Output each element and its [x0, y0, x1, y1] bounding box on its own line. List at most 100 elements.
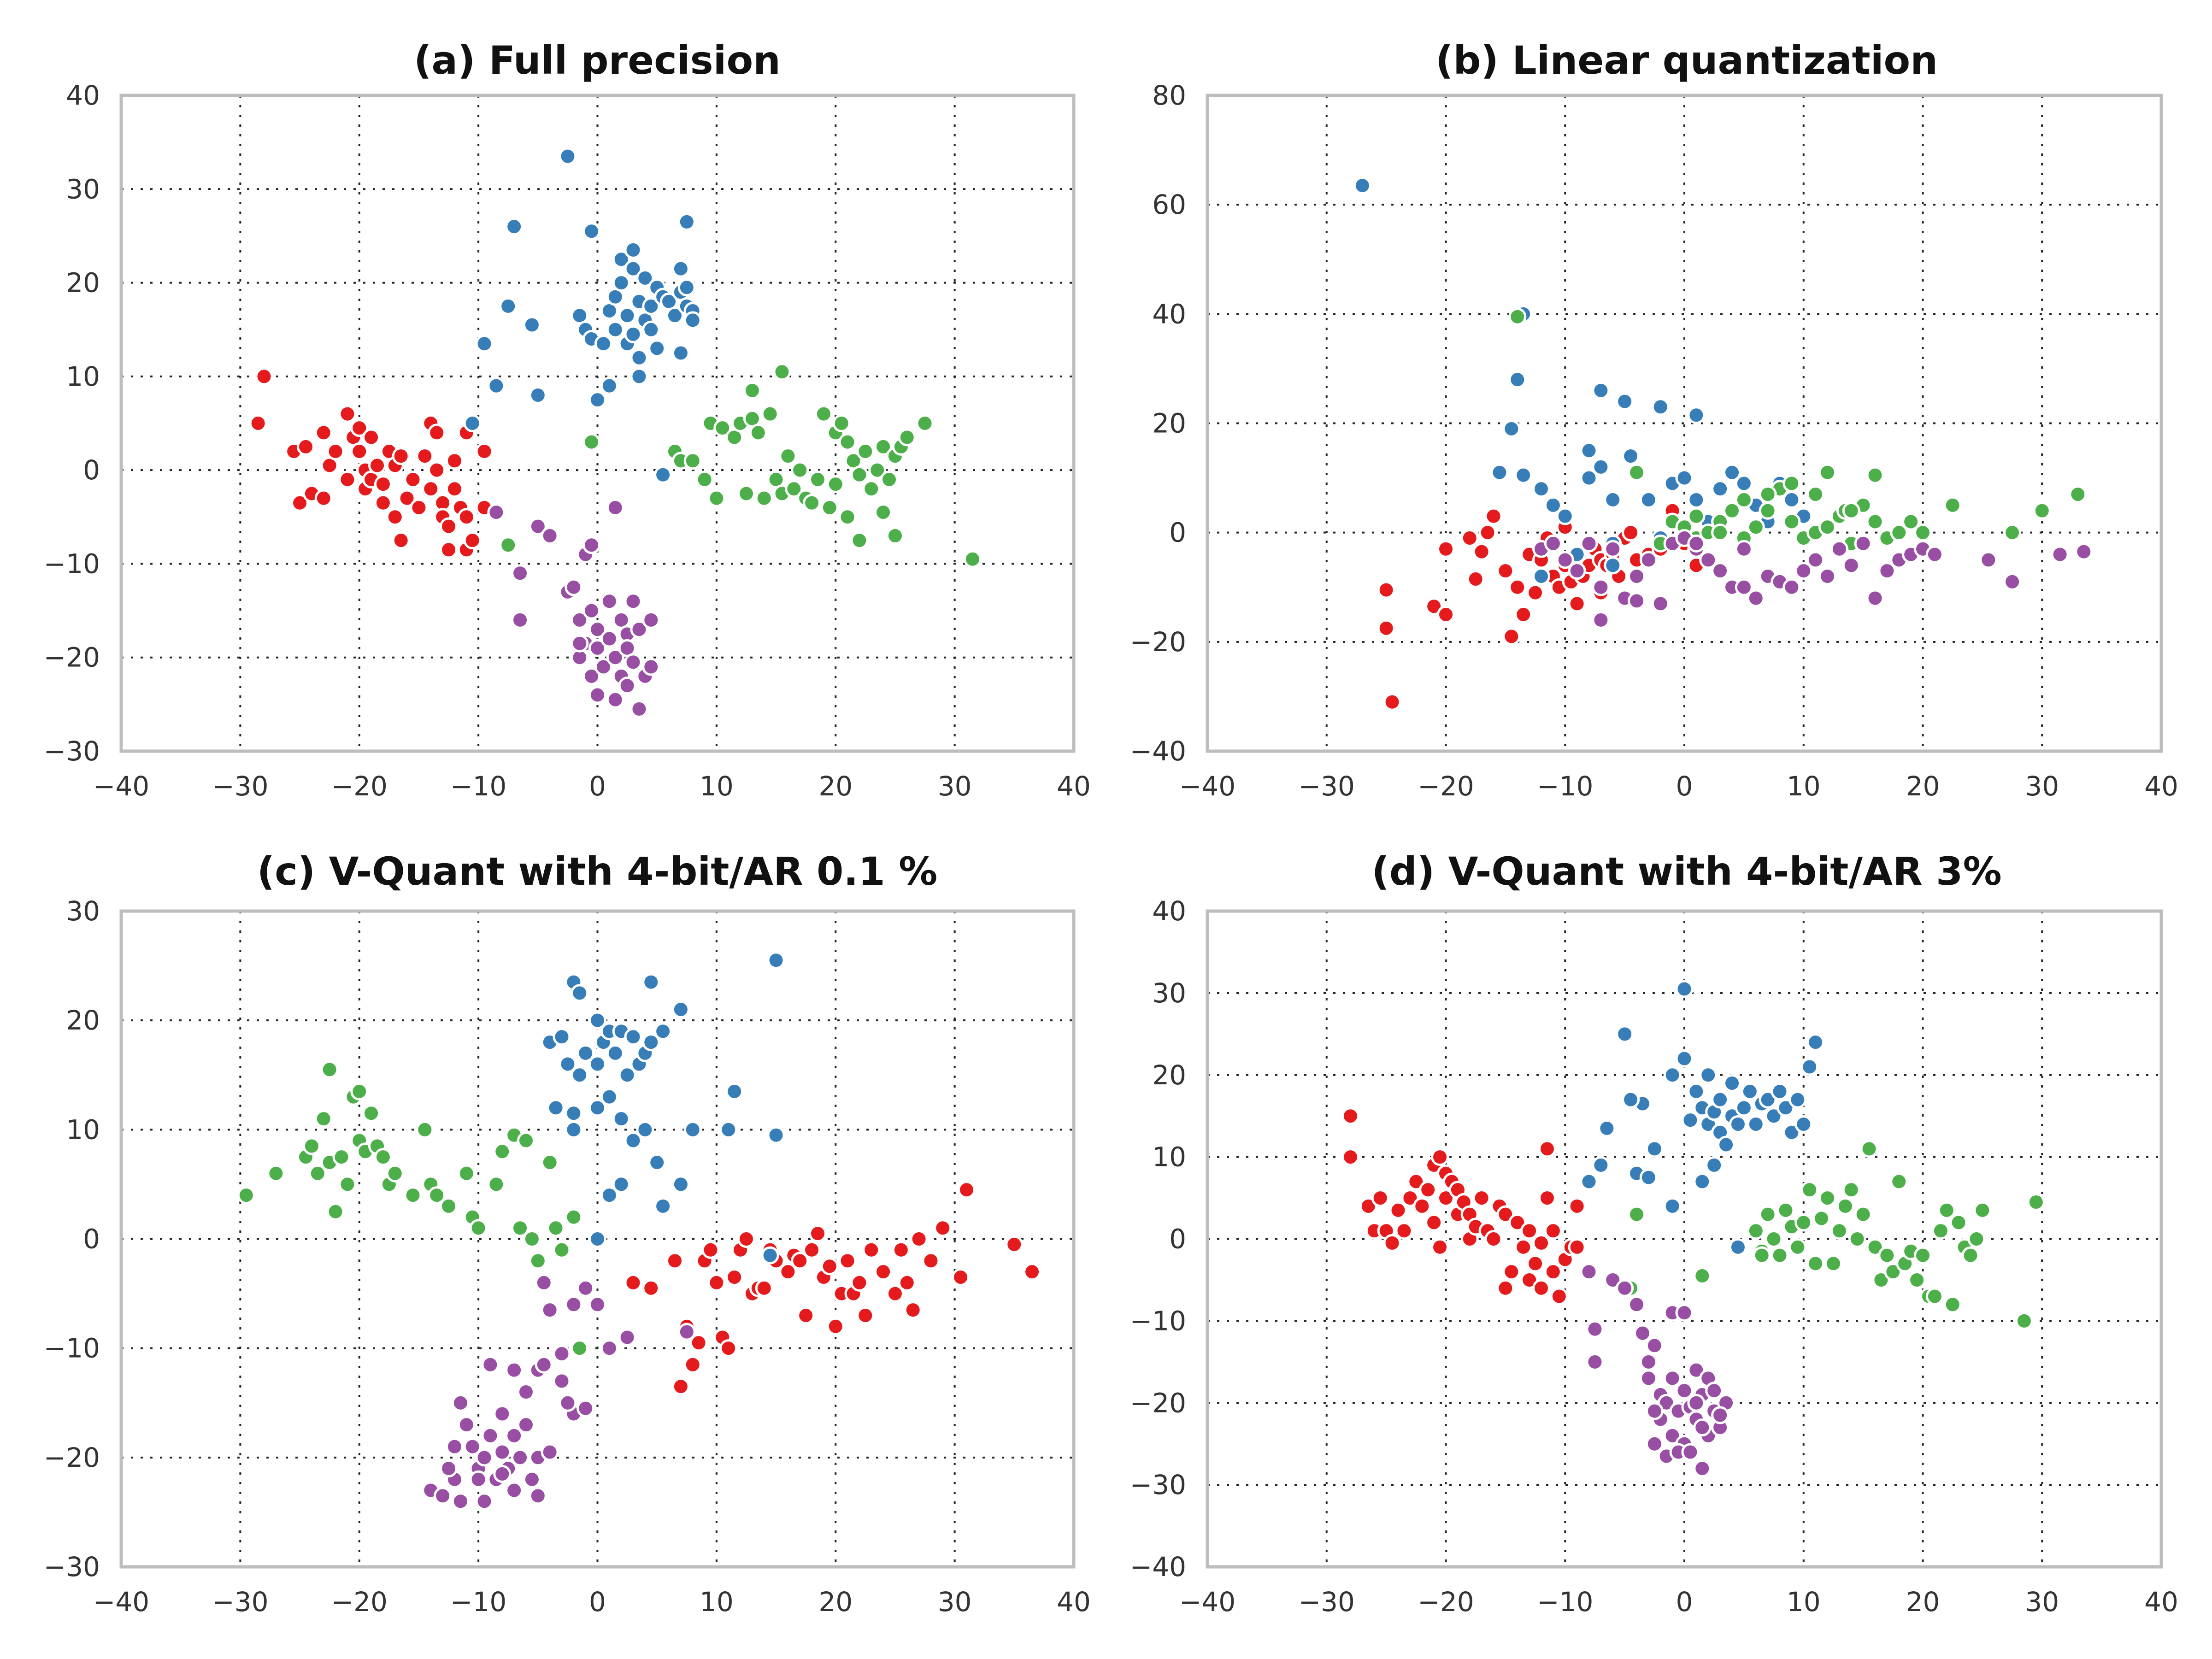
point-class-purple — [1675, 1304, 1694, 1322]
point-class-purple — [1580, 1263, 1598, 1281]
point-class-blue — [665, 306, 684, 325]
point-class-blue — [1693, 1172, 1712, 1191]
point-class-blue — [505, 218, 524, 236]
point-class-red — [1383, 1234, 1401, 1252]
point-class-purple — [523, 1470, 541, 1488]
point-class-blue — [648, 339, 666, 358]
point-class-green — [517, 1131, 535, 1150]
point-class-red — [1496, 562, 1515, 580]
point-class-red — [1478, 524, 1497, 542]
point-class-red — [1568, 1197, 1586, 1215]
point-class-red — [737, 1230, 755, 1248]
point-class-purple — [505, 1361, 524, 1379]
x-tick-label: 40 — [1057, 1586, 1091, 1618]
point-class-purple — [642, 611, 660, 629]
point-class-red — [392, 447, 410, 465]
point-class-purple — [1842, 556, 1860, 575]
point-class-green — [1943, 1295, 1962, 1314]
point-class-red — [1472, 542, 1491, 561]
x-tick-label: 0 — [589, 771, 606, 802]
point-class-green — [1854, 1205, 1872, 1224]
point-class-green — [428, 1186, 446, 1205]
point-class-purple — [577, 1279, 595, 1297]
point-class-blue — [1729, 1115, 1747, 1133]
point-class-green — [1747, 518, 1765, 536]
point-class-purple — [1747, 589, 1765, 607]
point-class-green — [1872, 1271, 1890, 1289]
point-class-red — [779, 1263, 797, 1281]
point-class-purple — [517, 1383, 535, 1401]
point-class-red — [440, 541, 458, 559]
point-class-green — [886, 526, 904, 545]
point-class-blue — [1639, 491, 1658, 509]
point-class-purple — [594, 658, 612, 676]
point-class-red — [1419, 1181, 1437, 1199]
point-class-red — [1502, 627, 1521, 646]
point-class-blue — [1794, 1115, 1813, 1133]
point-class-blue — [547, 1099, 565, 1117]
point-class-red — [1466, 570, 1485, 588]
point-class-green — [880, 470, 899, 488]
point-class-red — [1005, 1235, 1024, 1253]
point-class-blue — [1645, 1140, 1664, 1158]
point-class-purple — [1628, 567, 1646, 586]
point-class-red — [922, 1252, 940, 1270]
point-class-purple — [475, 1492, 494, 1511]
x-tick-label: 0 — [589, 1586, 606, 1618]
point-class-blue — [1723, 463, 1741, 482]
point-class-blue — [1699, 1066, 1718, 1084]
point-class-purple — [541, 526, 559, 545]
point-class-red — [445, 480, 464, 498]
y-tick-label: 0 — [1169, 1224, 1186, 1255]
point-class-blue — [523, 316, 541, 334]
point-class-purple — [553, 1345, 571, 1363]
y-tick-label: −10 — [1130, 1305, 1186, 1336]
point-class-blue — [1711, 1090, 1730, 1109]
point-class-purple — [677, 1323, 696, 1341]
point-class-purple — [1657, 1394, 1676, 1412]
point-class-red — [671, 1377, 690, 1396]
point-class-purple — [1663, 1426, 1682, 1445]
point-class-blue — [671, 259, 690, 278]
point-class-green — [1890, 1172, 1908, 1191]
point-class-blue — [1353, 176, 1371, 195]
point-class-red — [1460, 529, 1479, 547]
point-class-purple — [517, 1416, 535, 1434]
point-class-green — [874, 503, 893, 522]
point-class-red — [1496, 1205, 1515, 1224]
point-class-blue — [571, 1066, 589, 1084]
point-class-purple — [1979, 551, 1998, 569]
point-class-blue — [559, 147, 577, 165]
point-class-purple — [535, 1355, 553, 1374]
point-class-red — [791, 1252, 809, 1270]
point-class-blue — [1687, 491, 1706, 509]
point-class-red — [910, 1230, 928, 1248]
point-class-blue — [671, 1000, 690, 1018]
point-class-purple — [624, 592, 642, 611]
point-class-green — [565, 1208, 583, 1226]
point-class-green — [362, 1104, 381, 1123]
point-class-purple — [588, 1295, 606, 1314]
point-class-purple — [1663, 1369, 1682, 1388]
point-class-blue — [529, 386, 547, 405]
point-class-red — [291, 494, 309, 512]
point-class-red — [1413, 1197, 1431, 1215]
point-class-purple — [511, 1448, 529, 1467]
x-tick-label: −40 — [93, 1586, 149, 1618]
x-tick-label: 20 — [818, 771, 853, 802]
point-class-blue — [577, 1044, 595, 1062]
point-class-blue — [1675, 1049, 1694, 1068]
point-class-red — [689, 1334, 708, 1352]
point-class-purple — [1645, 1402, 1664, 1420]
point-class-green — [2027, 1193, 2045, 1211]
point-class-green — [499, 536, 518, 554]
point-class-green — [547, 1219, 565, 1237]
x-tick-label: −10 — [1537, 771, 1593, 802]
point-class-red — [803, 1241, 821, 1259]
point-class-red — [410, 498, 428, 517]
point-class-purple — [1628, 592, 1646, 610]
point-class-red — [1532, 1279, 1550, 1297]
point-class-blue — [624, 1028, 642, 1046]
series-class-red — [249, 367, 494, 559]
point-class-red — [874, 1263, 893, 1281]
